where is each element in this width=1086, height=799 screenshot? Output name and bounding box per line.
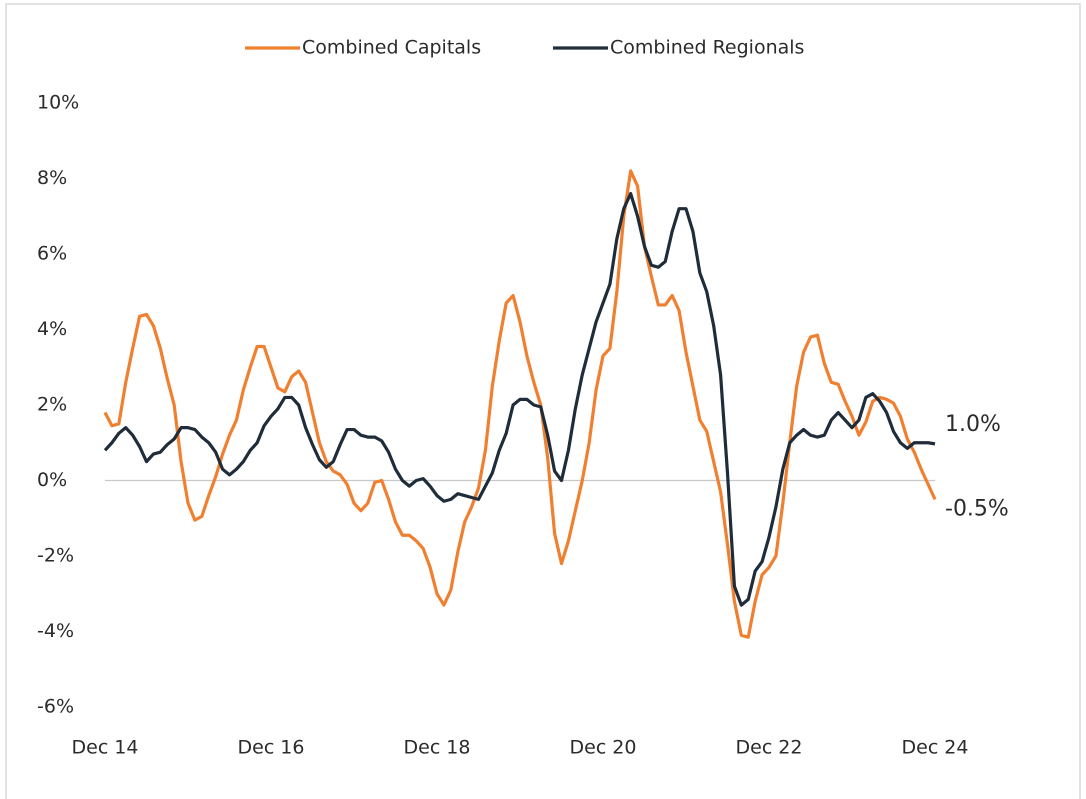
y-tick-label: 2% [37,394,67,416]
x-tick-label: Dec 14 [72,737,139,759]
y-tick-label: 0% [37,469,67,491]
y-tick-label: -4% [37,620,74,642]
legend-label: Combined Capitals [302,37,481,59]
y-tick-label: -6% [37,696,74,718]
x-tick-label: Dec 22 [736,737,803,759]
y-tick-label: 6% [37,243,67,265]
y-tick-label: -2% [37,545,74,567]
x-tick-label: Dec 24 [902,737,969,759]
chart-border [5,3,1081,799]
series-line [103,192,936,607]
end-label: -0.5% [945,496,1009,521]
x-tick-label: Dec 20 [570,737,637,759]
end-label: 1.0% [945,412,1001,437]
x-tick-label: Dec 16 [238,737,305,759]
series-line [103,169,937,639]
y-tick-label: 4% [37,318,67,340]
y-tick-label: 8% [37,167,67,189]
y-tick-label: 10% [37,92,79,114]
legend-label: Combined Regionals [610,37,804,59]
x-tick-label: Dec 18 [404,737,471,759]
